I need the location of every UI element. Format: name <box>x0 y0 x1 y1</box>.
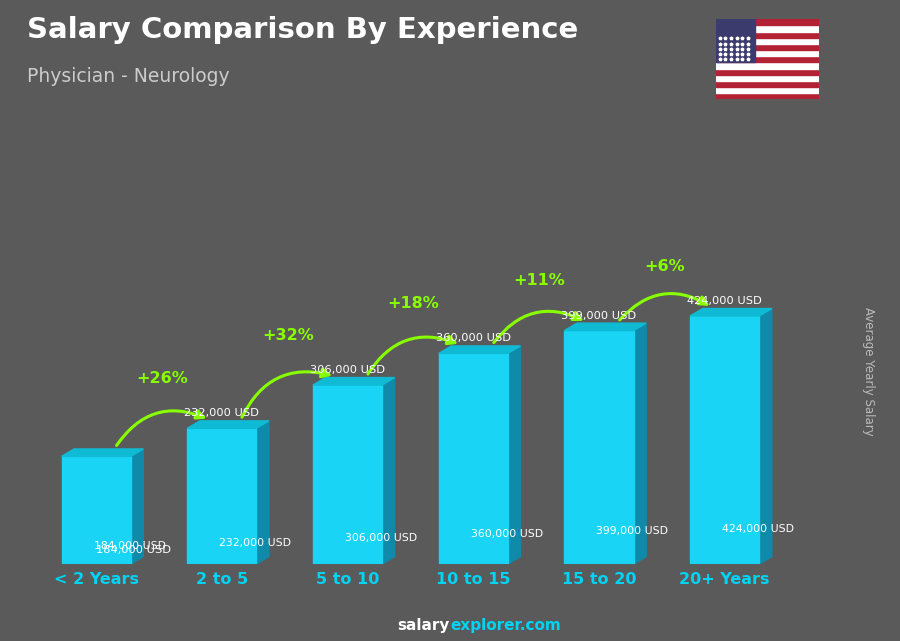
Bar <box>313 385 382 564</box>
Bar <box>61 456 130 564</box>
Polygon shape <box>438 346 520 353</box>
Text: +26%: +26% <box>136 371 188 386</box>
Bar <box>716 19 819 26</box>
Bar <box>716 81 819 87</box>
Polygon shape <box>508 346 520 564</box>
Text: 360,000 USD: 360,000 USD <box>471 529 543 539</box>
Text: 232,000 USD: 232,000 USD <box>220 538 292 548</box>
Bar <box>716 75 819 81</box>
Polygon shape <box>382 378 395 564</box>
Text: Average Yearly Salary: Average Yearly Salary <box>862 308 875 436</box>
Bar <box>716 31 819 38</box>
Bar <box>716 50 819 56</box>
Polygon shape <box>313 378 395 385</box>
Text: +18%: +18% <box>388 296 439 312</box>
Bar <box>716 62 819 69</box>
Bar <box>716 56 819 62</box>
Text: 360,000 USD: 360,000 USD <box>436 333 511 344</box>
Text: 306,000 USD: 306,000 USD <box>345 533 418 542</box>
Bar <box>716 87 819 93</box>
Text: 424,000 USD: 424,000 USD <box>688 296 762 306</box>
Polygon shape <box>690 308 772 316</box>
Bar <box>690 316 760 564</box>
Text: 184,000 USD: 184,000 USD <box>96 545 171 556</box>
Polygon shape <box>634 323 646 564</box>
Text: explorer.com: explorer.com <box>450 619 561 633</box>
Text: salary: salary <box>398 619 450 633</box>
Bar <box>187 428 256 564</box>
Text: 232,000 USD: 232,000 USD <box>184 408 259 419</box>
Text: 306,000 USD: 306,000 USD <box>310 365 385 375</box>
Text: 424,000 USD: 424,000 USD <box>722 524 794 535</box>
Bar <box>564 331 634 564</box>
Polygon shape <box>760 308 772 564</box>
Text: Physician - Neurology: Physician - Neurology <box>27 67 230 87</box>
Polygon shape <box>130 449 143 564</box>
Bar <box>716 19 755 62</box>
Polygon shape <box>564 323 646 331</box>
Text: +32%: +32% <box>262 328 314 343</box>
Polygon shape <box>256 421 269 564</box>
Text: +11%: +11% <box>513 274 565 288</box>
Bar <box>716 93 819 99</box>
Bar <box>716 26 819 31</box>
Text: 399,000 USD: 399,000 USD <box>562 311 636 320</box>
Text: 184,000 USD: 184,000 USD <box>94 541 166 551</box>
Bar <box>438 353 508 564</box>
Text: Salary Comparison By Experience: Salary Comparison By Experience <box>27 16 578 44</box>
Text: +6%: +6% <box>644 259 685 274</box>
Polygon shape <box>61 449 143 456</box>
Bar <box>716 38 819 44</box>
Bar <box>716 69 819 75</box>
Polygon shape <box>187 421 269 428</box>
Text: 399,000 USD: 399,000 USD <box>597 526 669 536</box>
Bar <box>716 44 819 50</box>
